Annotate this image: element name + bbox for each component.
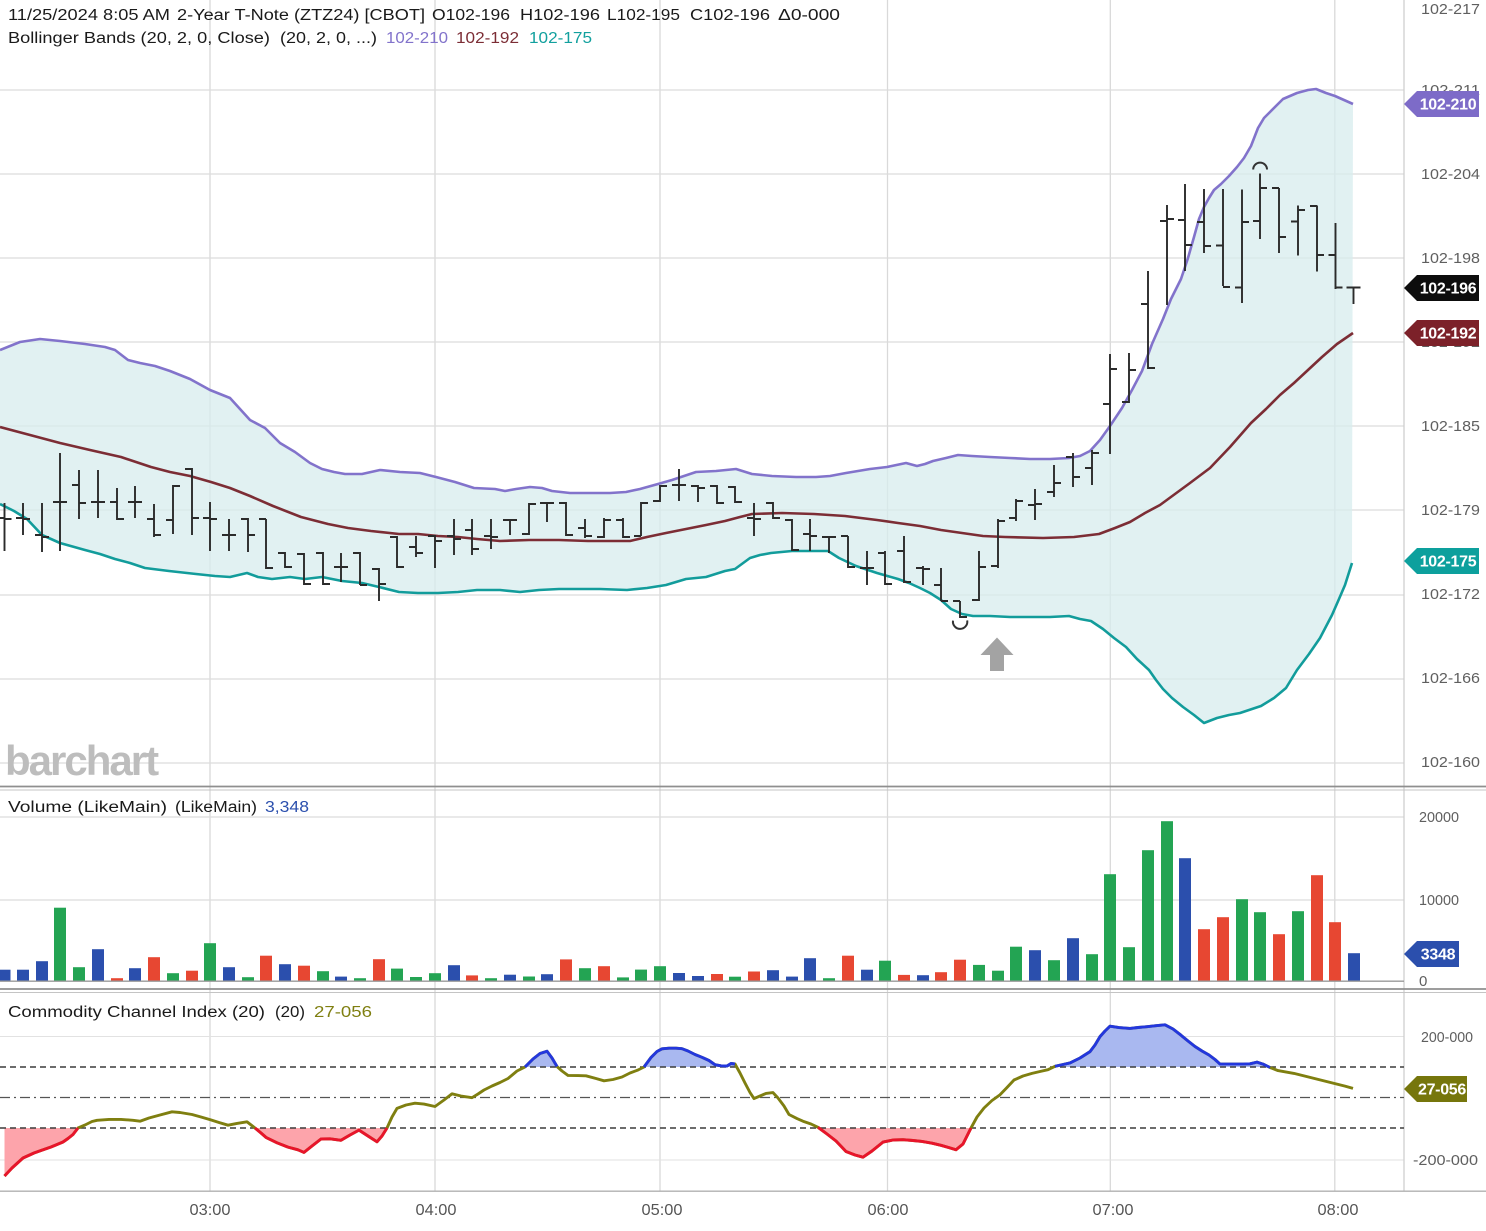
svg-text:102-198: 102-198: [1421, 250, 1480, 267]
svg-text:102-160: 102-160: [1421, 754, 1480, 771]
svg-text:08:00: 08:00: [1318, 1202, 1359, 1219]
svg-text:102-192: 102-192: [1420, 326, 1477, 343]
svg-text:102-196: 102-196: [1420, 281, 1477, 298]
svg-text:06:00: 06:00: [868, 1202, 909, 1219]
svg-text:07:00: 07:00: [1093, 1202, 1134, 1219]
svg-text:-200-000: -200-000: [1413, 1152, 1478, 1169]
svg-text:102-217: 102-217: [1421, 1, 1480, 18]
svg-text:Bollinger Bands (20, 2, 0, Clo: Bollinger Bands (20, 2, 0, Close) (20, 2,…: [8, 30, 592, 47]
svg-text:102-185: 102-185: [1421, 418, 1480, 435]
svg-text:11/25/2024 8:05 AM2-Year T-Not: 11/25/2024 8:05 AM 2-Year T-Note (ZTZ24) …: [8, 7, 840, 24]
svg-text:102-172: 102-172: [1421, 586, 1480, 603]
svg-text:102-175: 102-175: [1420, 554, 1477, 571]
svg-text:Volume (LikeMain)(LikeMain)3,3: Volume (LikeMain) (LikeMain) 3,348: [8, 799, 309, 816]
svg-text:03:00: 03:00: [190, 1202, 231, 1219]
svg-text:102-210: 102-210: [1420, 97, 1477, 114]
svg-text:200-000: 200-000: [1421, 1029, 1473, 1046]
svg-text:10000: 10000: [1419, 892, 1459, 909]
svg-text:102-204: 102-204: [1421, 166, 1480, 183]
svg-text:20000: 20000: [1419, 809, 1459, 826]
svg-text:102-166: 102-166: [1421, 670, 1480, 687]
svg-text:27-056: 27-056: [1418, 1082, 1466, 1099]
svg-text:102-179: 102-179: [1421, 502, 1480, 519]
svg-text:Commodity Channel Index (20)(2: Commodity Channel Index (20) (20) 27-056: [8, 1004, 372, 1021]
svg-text:3348: 3348: [1421, 947, 1456, 964]
svg-text:05:00: 05:00: [642, 1202, 683, 1219]
svg-text:0: 0: [1419, 973, 1427, 990]
svg-text:barchart: barchart: [5, 737, 159, 784]
svg-text:04:00: 04:00: [416, 1202, 457, 1219]
